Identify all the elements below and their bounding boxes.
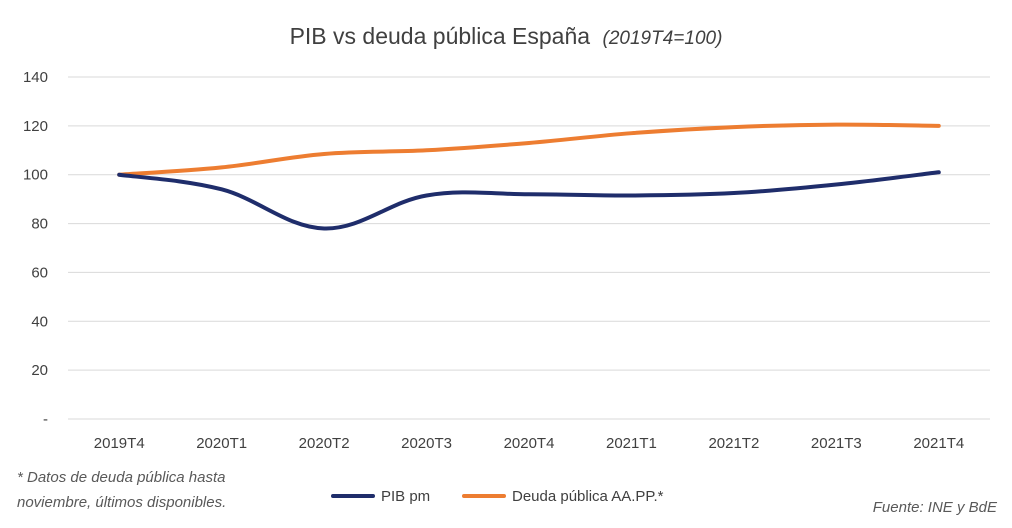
x-tick-label: 2021T3 [811, 435, 862, 452]
source-note: Fuente: INE y BdE [873, 499, 998, 516]
series-line-deuda [117, 122, 941, 177]
x-tick-label: 2020T2 [299, 435, 350, 452]
y-tick-label: 20 [31, 362, 48, 379]
series-lines [117, 122, 941, 231]
x-tick-label: 2020T1 [196, 435, 247, 452]
footnote-line-2: noviembre, últimos disponibles. [17, 494, 226, 511]
series-line-pib [117, 170, 941, 231]
y-tick-label: - [43, 411, 48, 428]
legend-label-pib: PIB pm [381, 488, 430, 505]
x-tick-label: 2020T4 [504, 435, 555, 452]
y-tick-label: 40 [31, 313, 48, 330]
y-tick-label: 100 [23, 167, 48, 184]
x-tick-label: 2019T4 [94, 435, 145, 452]
legend-label-deuda: Deuda pública AA.PP.* [512, 488, 664, 505]
x-tick-label: 2021T1 [606, 435, 657, 452]
x-tick-label: 2021T2 [708, 435, 759, 452]
y-tick-label: 140 [23, 69, 48, 86]
chart-subtitle: (2019T4=100) [603, 28, 723, 49]
x-tick-label: 2020T3 [401, 435, 452, 452]
y-axis-ticks: - 20 40 60 80 100 120 140 [23, 69, 48, 428]
footnote-line-1: * Datos de deuda pública hasta [17, 469, 225, 486]
x-tick-label: 2021T4 [913, 435, 964, 452]
chart-title: PIB vs deuda pública España [290, 23, 591, 49]
gridlines [68, 76, 990, 420]
chart-title-group: PIB vs deuda pública España (2019T4=100) [290, 23, 723, 49]
y-tick-label: 60 [31, 264, 48, 281]
x-axis-ticks: 2019T4 2020T1 2020T2 2020T3 2020T4 2021T1 2021… [94, 435, 964, 452]
y-tick-label: 120 [23, 118, 48, 135]
legend: PIB pm Deuda pública AA.PP.* [331, 488, 664, 505]
y-tick-label: 80 [31, 216, 48, 233]
